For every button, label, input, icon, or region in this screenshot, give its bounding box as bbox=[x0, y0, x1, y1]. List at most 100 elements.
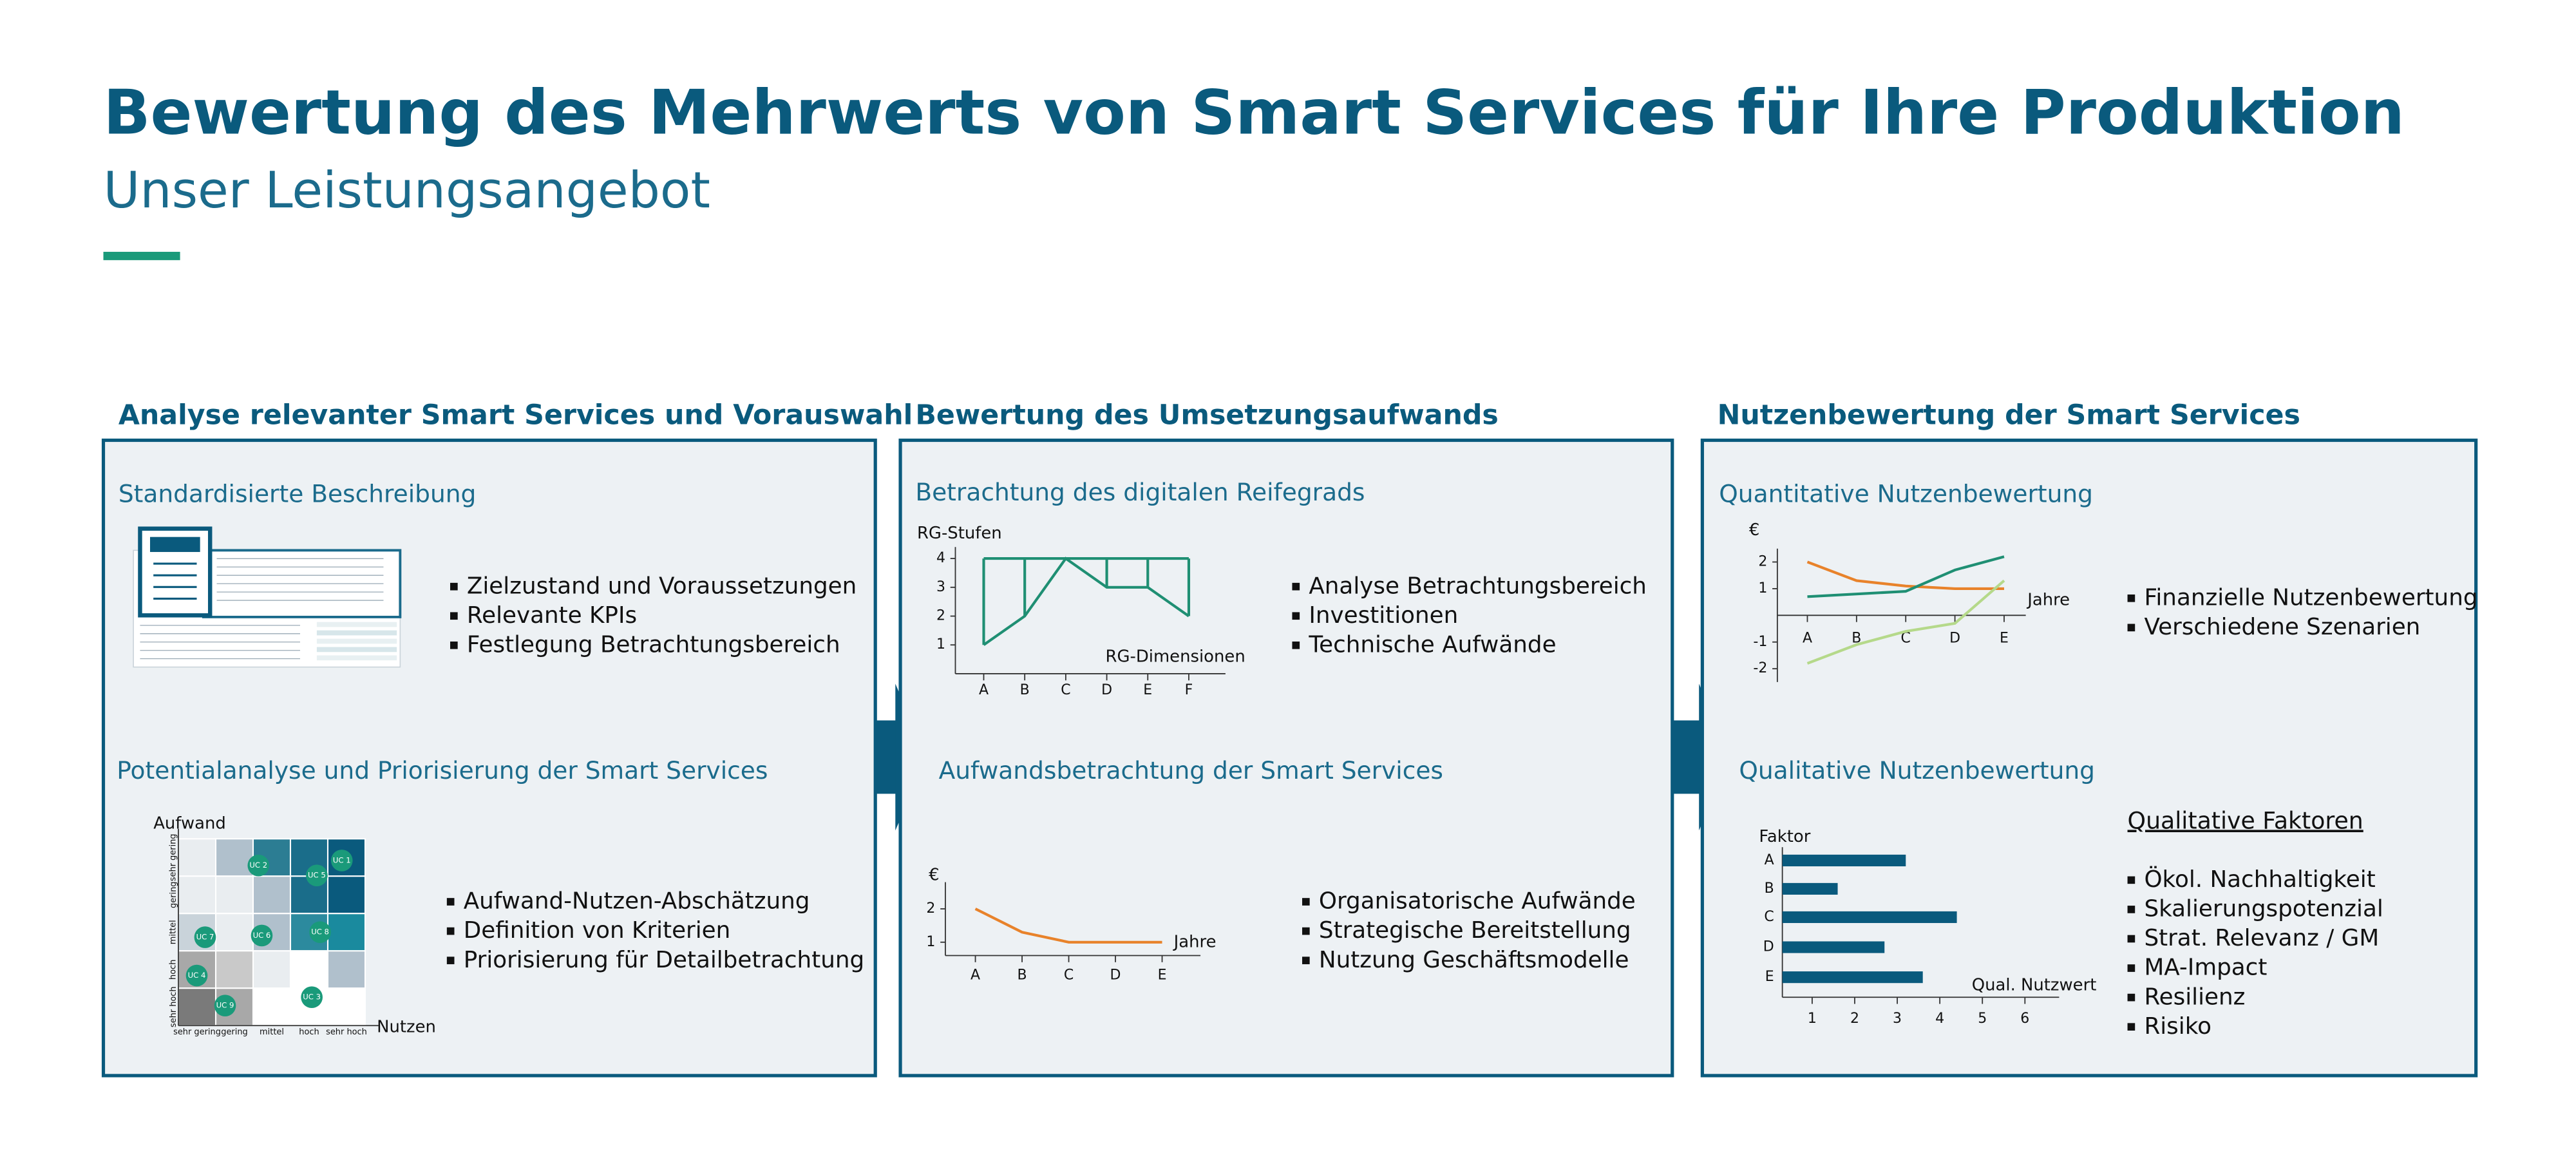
axis-label: € bbox=[929, 866, 939, 885]
use-case bbox=[214, 995, 236, 1016]
bullet-text: Zielzustand und Voraussetzungen bbox=[467, 573, 857, 599]
bullet-text: Definition von Kriterien bbox=[464, 917, 731, 944]
matrix-cell bbox=[327, 987, 366, 1027]
matrix-cell bbox=[214, 913, 254, 952]
matrix-cell bbox=[252, 987, 292, 1027]
bar bbox=[1782, 941, 1885, 953]
bullet bbox=[2127, 594, 2136, 602]
bullet bbox=[446, 927, 455, 935]
x-tick-label: B bbox=[1020, 682, 1030, 698]
subtitle: Unser Leistungsangebot bbox=[104, 162, 710, 220]
bullet bbox=[2127, 624, 2136, 632]
x-tick-label: B bbox=[1018, 967, 1027, 984]
use-case bbox=[185, 964, 208, 987]
panel-heading: Analyse relevanter Smart Services und Vo… bbox=[118, 399, 913, 432]
row-label: gering bbox=[169, 882, 178, 909]
doc-cell bbox=[316, 638, 397, 644]
bar bbox=[1782, 971, 1923, 984]
bullet bbox=[2127, 935, 2136, 943]
column-label: hoch bbox=[299, 1027, 319, 1037]
axis-label: RG-Dimensionen bbox=[1106, 647, 1245, 667]
use-case-label: UC 1 bbox=[333, 855, 351, 864]
bullet-text: Resilienz bbox=[2144, 984, 2245, 1010]
axis-label: Qual. Nutzwert bbox=[1972, 976, 2097, 995]
panel-heading: Nutzenbewertung der Smart Services bbox=[1718, 399, 2300, 432]
matrix-cell bbox=[214, 838, 254, 877]
column-label: sehr hoch bbox=[326, 1027, 367, 1037]
bullet-text: Festlegung Betrachtungsbereich bbox=[467, 631, 840, 658]
bullet-text: Investitionen bbox=[1309, 602, 1458, 629]
matrix-cell bbox=[289, 950, 329, 989]
y-tick-label: 2 bbox=[926, 900, 935, 917]
x-tick-label: A bbox=[971, 967, 980, 984]
series-line bbox=[1806, 560, 2004, 590]
y-tick-label: 1 bbox=[1758, 580, 1767, 596]
bullet bbox=[446, 898, 455, 906]
bullet-text: Finanzielle Nutzenbewertung bbox=[2144, 584, 2477, 611]
bullet bbox=[2127, 1023, 2136, 1031]
x-tick-label: C bbox=[1061, 682, 1070, 698]
row-label: sehr gering bbox=[169, 833, 178, 881]
matrix-cell bbox=[252, 950, 292, 989]
use-case bbox=[194, 926, 216, 948]
y-tick-label: A bbox=[1765, 852, 1774, 868]
bullet bbox=[2127, 906, 2136, 913]
use-case bbox=[309, 921, 331, 944]
column-label: gering bbox=[221, 1027, 248, 1037]
doc-cell bbox=[316, 630, 397, 636]
use-case bbox=[301, 986, 323, 1009]
y-tick-label: 1 bbox=[936, 636, 945, 652]
section-heading: Quantitative Nutzenbewertung bbox=[1719, 479, 2093, 508]
bar bbox=[1782, 854, 1906, 866]
row-label: mittel bbox=[169, 920, 178, 944]
bullet bbox=[446, 957, 455, 964]
bullet bbox=[1292, 641, 1300, 649]
use-case bbox=[251, 924, 273, 947]
y-tick-label: D bbox=[1763, 939, 1774, 955]
bullet bbox=[450, 582, 458, 591]
x-tick-label: 6 bbox=[2020, 1011, 2029, 1027]
y-tick-label: 1 bbox=[926, 934, 935, 950]
bullet bbox=[2127, 993, 2136, 1002]
x-tick-label: 3 bbox=[1893, 1011, 1902, 1027]
axis-label: Jahre bbox=[2026, 591, 2070, 610]
use-case-label: UC 8 bbox=[311, 928, 329, 937]
bar bbox=[1782, 882, 1838, 895]
x-tick-label: C bbox=[1901, 631, 1911, 647]
column-label: mittel bbox=[260, 1027, 284, 1037]
doc-cell bbox=[316, 655, 397, 661]
x-tick-label: D bbox=[1101, 682, 1112, 698]
x-tick-label: B bbox=[1852, 631, 1861, 647]
section-heading: Qualitative Nutzenbewertung bbox=[1739, 756, 2095, 785]
use-case-label: UC 5 bbox=[308, 871, 326, 880]
bullet-text: Skalierungspotenzial bbox=[2144, 896, 2383, 922]
series-line bbox=[1807, 555, 2005, 598]
panel-heading: Bewertung des Umsetzungsaufwands bbox=[915, 399, 1499, 432]
section-heading: Betrachtung des digitalen Reifegrads bbox=[915, 478, 1365, 506]
bullet bbox=[1302, 898, 1310, 906]
x-tick-label: A bbox=[1803, 631, 1812, 647]
use-case bbox=[247, 854, 270, 877]
use-case bbox=[306, 864, 328, 887]
x-tick-label: 1 bbox=[1808, 1011, 1817, 1027]
x-tick-label: D bbox=[1949, 631, 1960, 647]
factors-heading: Qualitative Faktoren bbox=[2128, 806, 2363, 834]
bullet-text: Ökol. Nachhaltigkeit bbox=[2144, 866, 2375, 893]
axis-label: Faktor bbox=[1759, 827, 1810, 846]
matrix-cell bbox=[177, 987, 217, 1027]
bullet-text: Analyse Betrachtungsbereich bbox=[1309, 573, 1647, 599]
x-tick-label: A bbox=[979, 682, 989, 698]
y-tick-label: 3 bbox=[936, 579, 945, 595]
panel bbox=[1700, 438, 2478, 1078]
axis-label: € bbox=[1749, 520, 1759, 540]
bullet bbox=[450, 641, 458, 649]
doc-head bbox=[150, 537, 200, 552]
y-tick-label: 2 bbox=[1758, 553, 1767, 569]
x-tick-label: F bbox=[1185, 682, 1193, 698]
matrix-cell bbox=[214, 875, 254, 915]
bullet-text: Risiko bbox=[2144, 1013, 2211, 1040]
bullet-text: Strategische Bereitstellung bbox=[1319, 917, 1631, 944]
y-tick-label: C bbox=[1764, 909, 1774, 925]
